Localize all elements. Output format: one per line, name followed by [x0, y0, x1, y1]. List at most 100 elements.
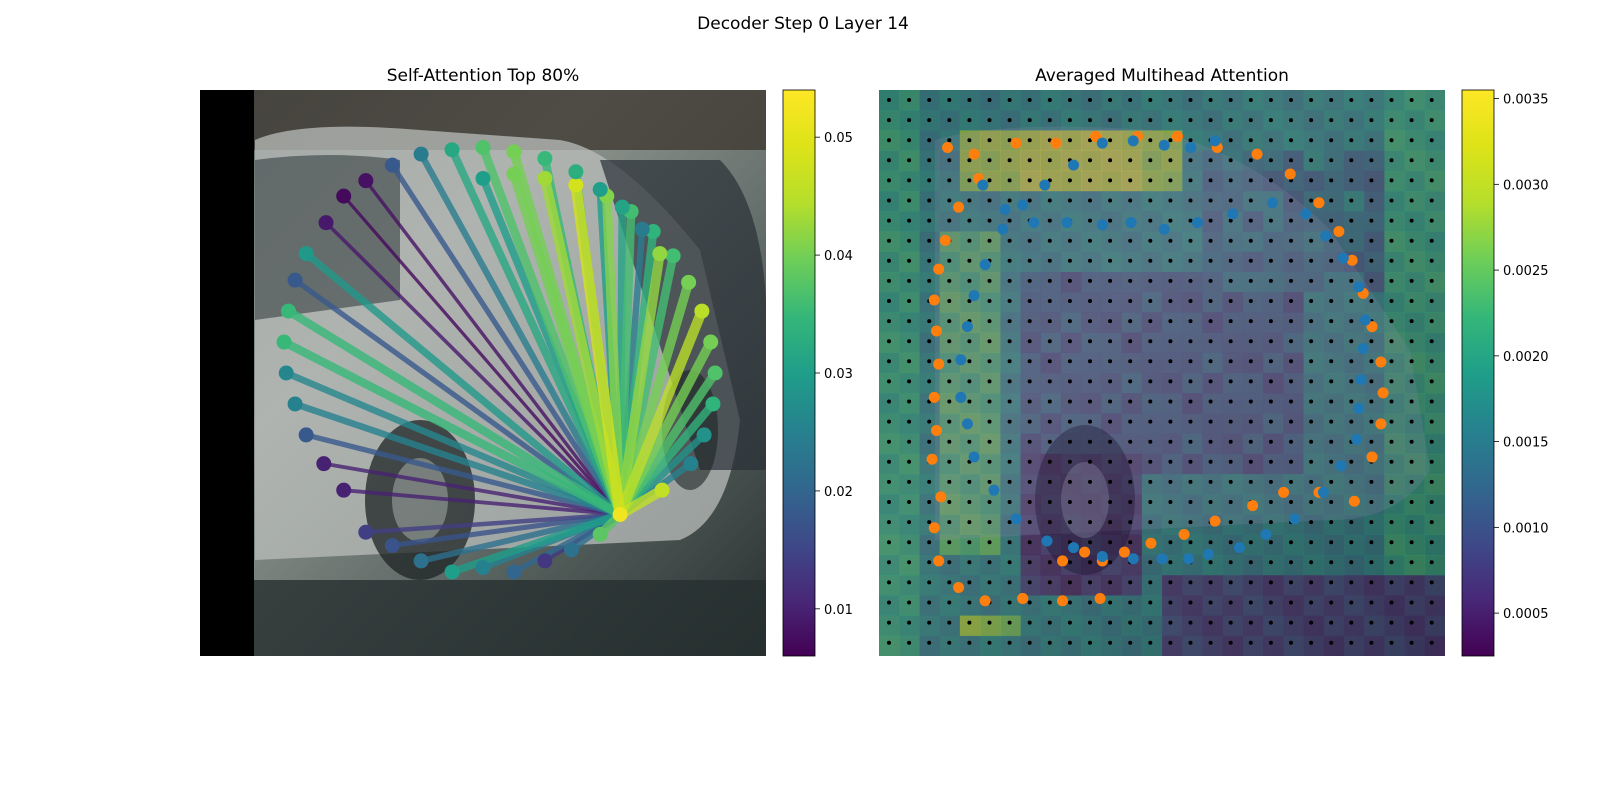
grid-dot: [1067, 299, 1072, 303]
heatmap-cell: [899, 554, 920, 576]
grid-dot: [1389, 520, 1394, 525]
grid-dot: [1208, 399, 1213, 404]
heatmap-cell: [1121, 352, 1143, 374]
grid-dot: [1329, 419, 1334, 424]
grid-dot: [1168, 218, 1173, 223]
heatmap-cell: [1242, 292, 1264, 313]
grid-dot: [1349, 278, 1354, 283]
grid-dot: [1309, 299, 1314, 303]
self-attention-panel: Self-Attention Top 80% 0.010.020.030.040…: [200, 66, 853, 657]
heatmap-cell: [1323, 373, 1345, 394]
grid-dot: [1429, 439, 1434, 444]
heatmap-cell: [1121, 494, 1143, 515]
grid-dot: [927, 158, 932, 163]
grid-dot: [1168, 238, 1173, 243]
attention-point-41: [475, 139, 491, 155]
grid-dot: [1329, 339, 1334, 344]
grid-dot: [1027, 299, 1032, 303]
grid-dot: [1027, 600, 1032, 605]
heatmap-cell: [1182, 312, 1203, 333]
heatmap-cell: [1182, 494, 1203, 515]
colorbar-tick-label-1: 0.02: [824, 485, 853, 500]
grid-dot: [1429, 520, 1434, 525]
grid-dot: [907, 118, 912, 123]
grid-dot: [967, 479, 972, 484]
grid-dot: [1429, 278, 1434, 283]
grid-dot: [1409, 319, 1414, 324]
grid-dot: [887, 419, 891, 424]
reference-point-s1-3: [1061, 217, 1073, 229]
grid-dot: [1248, 258, 1253, 263]
grid-dot: [987, 439, 992, 444]
grid-dot: [887, 118, 891, 123]
heatmap-cell: [1424, 615, 1445, 637]
heatmap-cell: [1242, 534, 1264, 556]
grid-dot: [947, 640, 952, 645]
heatmap-cell: [1404, 534, 1426, 556]
heatmap-cell: [1323, 312, 1345, 333]
heatmap-cell: [1323, 615, 1345, 637]
grid-dot: [1208, 198, 1213, 203]
heatmap-cell: [1283, 575, 1304, 596]
grid-dot: [1047, 98, 1052, 102]
grid-dot: [907, 238, 912, 243]
grid-dot: [1168, 178, 1173, 183]
heatmap-cell: [1222, 373, 1244, 394]
grid-dot: [927, 339, 932, 344]
heatmap-cell: [1283, 211, 1304, 232]
grid-dot: [1228, 640, 1233, 645]
heatmap-cell: [1162, 413, 1183, 434]
reference-point-s0-21: [1278, 486, 1290, 498]
attention-point-3: [568, 177, 584, 193]
grid-dot: [1309, 218, 1314, 223]
heatmap-cell: [980, 514, 1001, 536]
grid-dot: [1067, 479, 1072, 484]
grid-dot: [1188, 580, 1193, 585]
grid-dot: [1208, 459, 1213, 464]
attention-point-22: [444, 564, 460, 580]
heatmap-cell: [1242, 615, 1264, 637]
grid-dot: [1289, 278, 1293, 283]
heatmap-cell: [899, 595, 920, 616]
reference-point-s1-19: [1335, 460, 1347, 472]
grid-dot: [887, 379, 891, 384]
reference-point-s0-19: [1348, 495, 1360, 507]
reference-point-s1-31: [1010, 513, 1022, 525]
heatmap-cell: [1222, 150, 1244, 172]
grid-dot: [1128, 620, 1133, 625]
heatmap-cell: [1384, 352, 1405, 374]
heatmap-cell: [1222, 474, 1244, 495]
heatmap-cell: [1020, 615, 1042, 637]
heatmap-cell: [1263, 251, 1284, 273]
grid-dot: [1108, 299, 1113, 303]
grid-dot: [1369, 379, 1374, 384]
grid-dot: [1047, 580, 1052, 585]
grid-dot: [1188, 399, 1193, 404]
grid-dot: [1067, 178, 1072, 183]
heatmap-cell: [1162, 575, 1183, 596]
grid-dot: [1369, 238, 1374, 243]
heatmap-cell: [1141, 292, 1163, 313]
heatmap-cell: [1424, 373, 1445, 394]
heatmap-cell: [1384, 615, 1405, 637]
heatmap-cell: [1121, 575, 1143, 596]
reference-point-s0-45: [933, 263, 945, 275]
grid-dot: [1168, 580, 1173, 585]
heatmap-cell: [1000, 393, 1021, 414]
heatmap-cell: [1162, 271, 1183, 293]
heatmap-cell: [1343, 453, 1365, 475]
heatmap-cell: [1424, 110, 1445, 131]
heatmap-cell: [1404, 575, 1426, 596]
grid-dot: [1088, 319, 1092, 324]
reference-point-s1-24: [1202, 548, 1214, 560]
grid-dot: [1148, 419, 1153, 424]
heatmap-cell: [1242, 514, 1264, 536]
grid-dot: [1289, 258, 1293, 263]
grid-dot: [1369, 158, 1374, 163]
grid-dot: [1289, 319, 1293, 324]
reference-point-s0-41: [928, 391, 940, 403]
heatmap-cell: [1202, 191, 1223, 212]
heatmap-cell: [1222, 251, 1244, 273]
heatmap-cell: [980, 615, 1001, 637]
